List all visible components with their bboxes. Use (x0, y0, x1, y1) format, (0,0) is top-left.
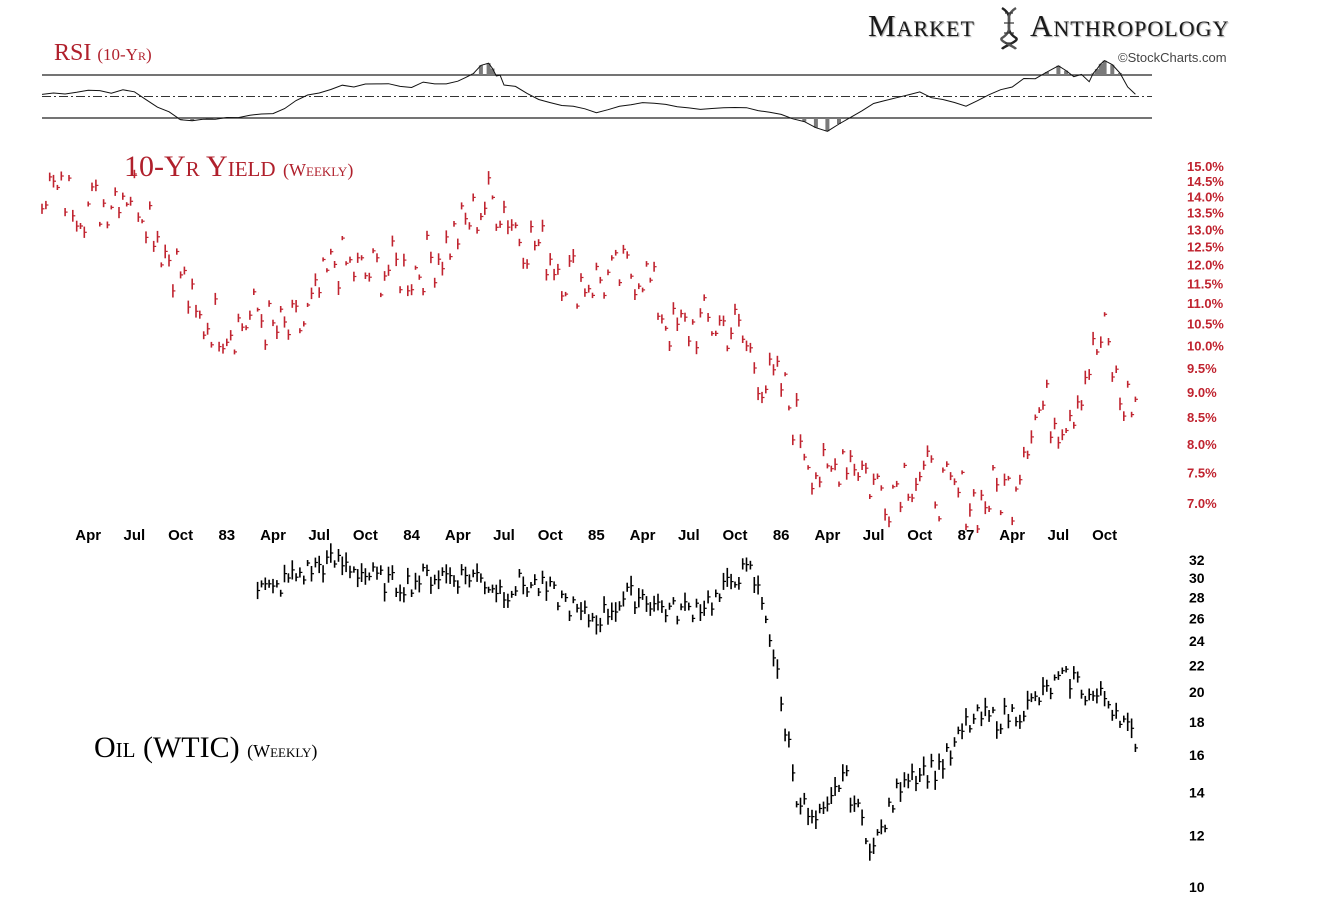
yield-y-tick-label: 11.0% (1187, 296, 1224, 311)
dna-helix-icon (1000, 6, 1018, 50)
x-axis: Apr Jul Oct 83 Apr Jul Oct 84 Apr Jul Oct 85 Apr Jul O… (75, 527, 1117, 544)
oil-y-tick-label: 10 (1189, 879, 1205, 895)
oil-y-tick-label: 18 (1189, 714, 1205, 730)
x-tick-label: Jul (493, 527, 515, 544)
oil-y-tick-label: 32 (1189, 552, 1205, 568)
oil-y-tick-label: 12 (1189, 828, 1205, 844)
oil-subtitle: (Weekly) (247, 741, 318, 761)
rsi-subtitle: (10-Yr) (97, 45, 152, 64)
oil-y-tick-label: 16 (1189, 747, 1205, 763)
stockcharts-credit: ©StockCharts.com (1118, 50, 1227, 65)
rsi-title: RSI (10-Yr) (54, 40, 152, 67)
oil-y-tick-label: 20 (1189, 684, 1205, 700)
x-tick-label: Oct (907, 527, 932, 544)
x-tick-label: Jul (863, 527, 885, 544)
yield-panel: 15.0%14.5%14.0%13.5%13.0% 12.5% 12.0% 11.5%… (41, 159, 1224, 533)
yield-y-tick-label: 9.5% (1187, 361, 1217, 376)
x-tick-label: Jul (308, 527, 330, 544)
yield-title-text: 10-Yr Yield (124, 150, 276, 183)
rsi-title-text: RSI (54, 40, 92, 66)
x-tick-label: Oct (353, 527, 378, 544)
yield-y-tick-label: 13.0% (1187, 222, 1224, 237)
yield-y-tick-label: 12.5% (1187, 240, 1224, 255)
yield-y-tick-label: 7.5% (1187, 466, 1217, 481)
yield-y-tick-label: 11.5% (1187, 277, 1224, 292)
yield-y-tick-label: 8.5% (1187, 410, 1217, 425)
x-tick-label: Jul (1048, 527, 1070, 544)
yield-y-tick-label: 14.0% (1187, 190, 1224, 205)
oil-title: Oil (WTIC) (Weekly) (94, 731, 317, 765)
rsi-panel (41, 59, 1152, 132)
yield-y-tick-label: 8.0% (1187, 437, 1217, 452)
oil-y-tick-label: 28 (1189, 590, 1205, 606)
x-tick-label: 87 (958, 527, 975, 544)
x-tick-label: Apr (445, 527, 471, 544)
oil-panel: 32 30 28 26 24 22 20 18 16 14 12 10 (256, 543, 1205, 895)
rsi-overbought-fill (471, 60, 1122, 75)
oil-y-tick-label: 14 (1189, 784, 1205, 800)
yield-y-tick-label: 7.0% (1187, 496, 1217, 511)
yield-y-tick-label: 15.0% (1187, 159, 1224, 174)
x-tick-label: Apr (260, 527, 286, 544)
brand-word-market: Market (868, 8, 975, 43)
x-tick-label: Jul (678, 527, 700, 544)
yield-y-tick-label: 10.0% (1187, 338, 1224, 353)
oil-title-text: Oil (WTIC) (94, 731, 240, 764)
yield-title: 10-Yr Yield (Weekly) (124, 150, 353, 184)
x-tick-label: 85 (588, 527, 605, 544)
yield-y-tick-label: 9.0% (1187, 385, 1217, 400)
brand-logo: Market Anthropology (868, 6, 1288, 56)
x-tick-label: Apr (75, 527, 101, 544)
x-tick-label: Jul (124, 527, 146, 544)
x-tick-label: Oct (538, 527, 563, 544)
yield-y-tick-label: 12.0% (1187, 258, 1224, 273)
yield-y-tick-label: 14.5% (1187, 174, 1224, 189)
yield-y-tick-label: 13.5% (1187, 206, 1224, 221)
yield-y-tick-label: 10.5% (1187, 317, 1224, 332)
x-tick-label: Apr (999, 527, 1025, 544)
yield-subtitle: (Weekly) (283, 160, 354, 180)
oil-y-tick-label: 26 (1189, 610, 1205, 626)
x-tick-label: 83 (218, 527, 235, 544)
oil-y-tick-label: 22 (1189, 657, 1205, 673)
rsi-series-line (41, 59, 1136, 132)
x-tick-label: Apr (814, 527, 840, 544)
oil-y-tick-label: 30 (1189, 570, 1205, 586)
x-tick-label: 86 (773, 527, 790, 544)
brand-word-anthropology: Anthropology (1030, 8, 1230, 43)
x-tick-label: Apr (630, 527, 656, 544)
rsi-oversold-fill (178, 118, 841, 132)
oil-y-tick-label: 24 (1189, 633, 1205, 649)
x-tick-label: 84 (403, 527, 420, 544)
x-tick-label: Oct (1092, 527, 1117, 544)
x-tick-label: Oct (168, 527, 193, 544)
x-tick-label: Oct (722, 527, 747, 544)
